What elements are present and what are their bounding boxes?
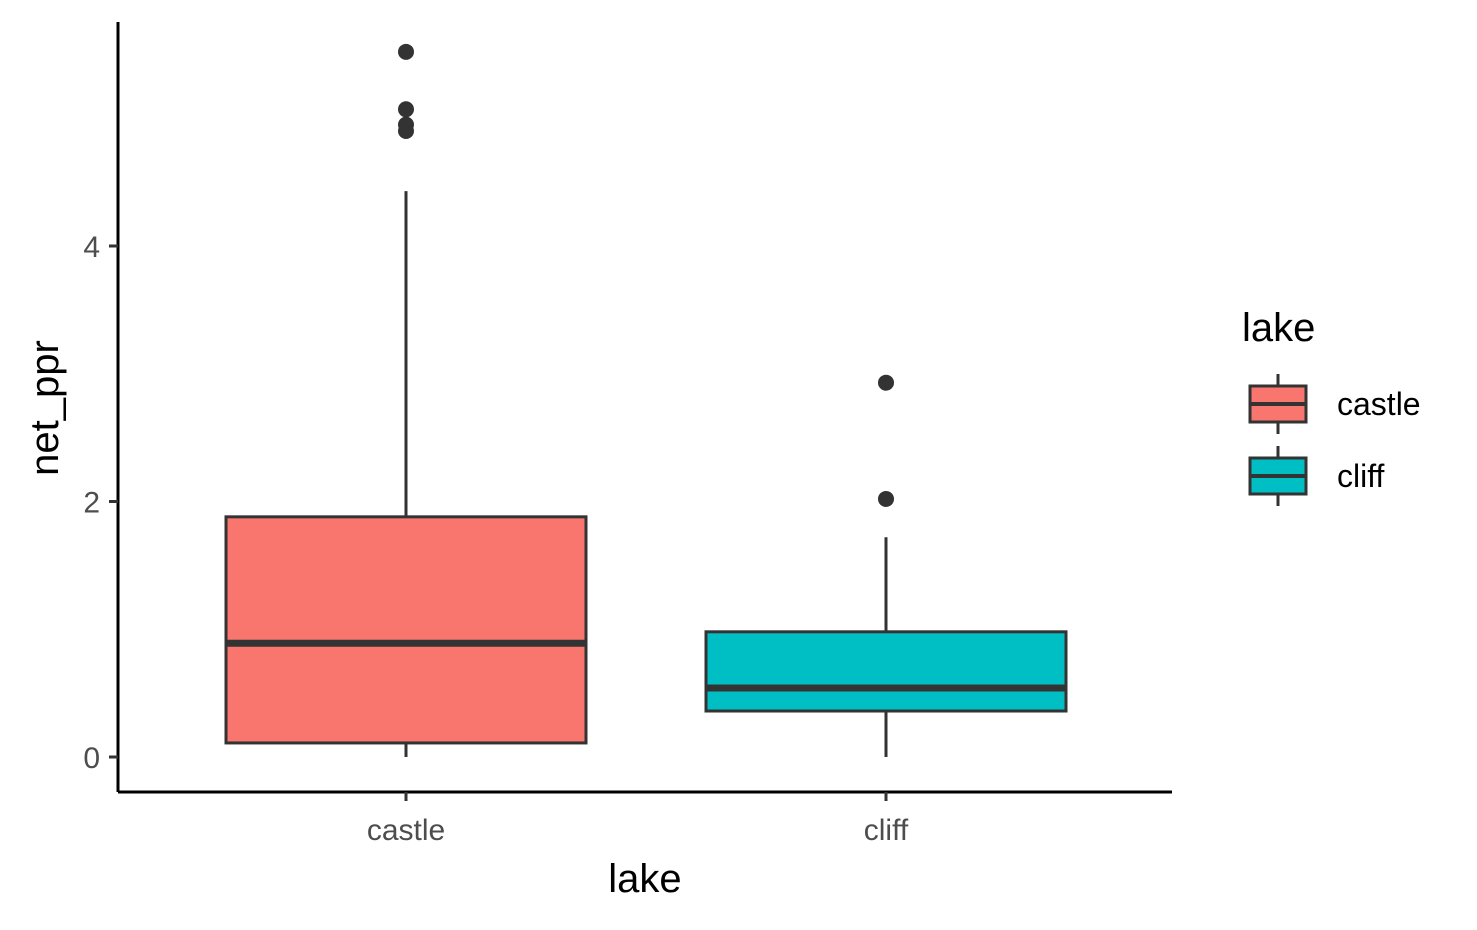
legend: lake castle cliff — [1242, 306, 1421, 506]
plot-area — [224, 43, 1068, 757]
outlier-point — [878, 374, 894, 391]
x-tick-label: castle — [367, 814, 445, 847]
legend-label: castle — [1337, 386, 1421, 422]
outlier-point — [398, 43, 414, 60]
x-tick-label: cliff — [864, 814, 909, 847]
box-castle — [224, 43, 588, 757]
outlier-point — [878, 490, 894, 507]
box-cliff — [704, 374, 1068, 757]
y-axis-title: net_ppr — [23, 340, 67, 476]
y-tick-label: 0 — [83, 742, 100, 775]
box-rect — [704, 630, 1068, 713]
box-rect — [224, 515, 588, 745]
legend-key-castle: castle — [1248, 374, 1421, 434]
legend-title: lake — [1242, 306, 1315, 350]
axes: 0 2 4 castle cliff — [83, 22, 1172, 847]
y-tick-label: 2 — [83, 487, 100, 520]
x-axis-title: lake — [608, 857, 681, 901]
outlier-point — [398, 101, 414, 118]
legend-key-cliff: cliff — [1248, 446, 1385, 506]
outlier-point — [398, 116, 414, 133]
y-tick-label: 4 — [83, 231, 100, 264]
legend-label: cliff — [1337, 458, 1385, 494]
